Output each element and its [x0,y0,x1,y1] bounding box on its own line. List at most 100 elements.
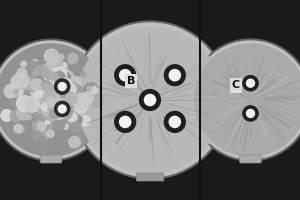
Circle shape [43,92,58,108]
Circle shape [81,92,94,104]
Circle shape [37,86,46,96]
Circle shape [62,69,68,75]
Circle shape [24,90,30,96]
Circle shape [50,91,55,96]
Circle shape [61,92,72,103]
Circle shape [53,98,59,104]
Circle shape [22,91,28,97]
Circle shape [40,82,56,98]
Circle shape [52,97,57,101]
Circle shape [35,129,48,142]
Circle shape [33,71,38,76]
Circle shape [27,61,42,76]
Circle shape [69,84,79,94]
Circle shape [47,104,60,117]
Circle shape [44,91,55,103]
Circle shape [70,85,84,98]
Circle shape [47,95,58,106]
Circle shape [64,102,71,109]
Circle shape [52,94,57,99]
Circle shape [169,116,180,128]
Circle shape [40,104,48,111]
Circle shape [58,105,66,113]
Circle shape [14,74,26,87]
Circle shape [49,91,55,97]
Circle shape [50,98,61,109]
Circle shape [34,83,43,93]
Circle shape [19,77,32,90]
Circle shape [74,102,81,110]
Circle shape [40,60,54,74]
Circle shape [4,84,18,98]
Circle shape [14,89,18,94]
Circle shape [53,120,64,131]
Circle shape [48,94,62,108]
Circle shape [61,93,74,106]
Circle shape [68,100,79,110]
Circle shape [44,59,57,71]
Circle shape [33,91,47,104]
Circle shape [50,108,60,118]
Circle shape [48,98,52,102]
Circle shape [11,76,21,86]
Circle shape [90,94,104,108]
Circle shape [47,96,53,102]
Circle shape [43,107,56,120]
Circle shape [22,96,33,108]
Circle shape [54,77,63,86]
Circle shape [21,61,26,67]
Circle shape [39,91,44,95]
Circle shape [29,83,42,96]
Circle shape [69,136,80,148]
Circle shape [76,87,87,98]
Circle shape [69,82,77,91]
Circle shape [41,98,46,102]
Circle shape [42,88,56,102]
Circle shape [45,98,56,109]
Circle shape [32,119,41,128]
Circle shape [55,77,61,82]
Circle shape [140,90,160,110]
Circle shape [46,97,53,103]
Circle shape [13,72,29,88]
Circle shape [41,104,51,113]
Circle shape [73,23,227,177]
Circle shape [81,71,86,77]
Circle shape [34,65,49,80]
Circle shape [33,92,43,102]
Circle shape [61,94,66,99]
Circle shape [76,92,85,102]
Circle shape [45,111,60,126]
Circle shape [45,96,51,101]
Circle shape [42,106,52,116]
Circle shape [35,97,47,110]
Circle shape [36,61,51,77]
Circle shape [47,96,56,104]
Circle shape [44,92,58,106]
Circle shape [35,100,42,108]
Circle shape [52,104,67,119]
Circle shape [42,93,57,107]
Circle shape [51,93,64,107]
Circle shape [243,76,258,91]
Circle shape [61,90,67,96]
Circle shape [44,88,53,98]
Circle shape [45,121,50,125]
Circle shape [72,134,83,145]
Circle shape [46,97,52,103]
Circle shape [46,105,58,117]
Circle shape [48,97,55,104]
Circle shape [16,88,28,100]
Circle shape [48,96,53,102]
Circle shape [30,85,42,97]
Circle shape [57,75,62,80]
Circle shape [40,89,54,103]
Circle shape [50,92,55,97]
Circle shape [59,86,64,91]
Circle shape [77,27,223,173]
Circle shape [15,99,22,106]
Circle shape [38,81,54,97]
Circle shape [0,44,107,156]
Circle shape [39,85,43,89]
Circle shape [28,101,41,114]
